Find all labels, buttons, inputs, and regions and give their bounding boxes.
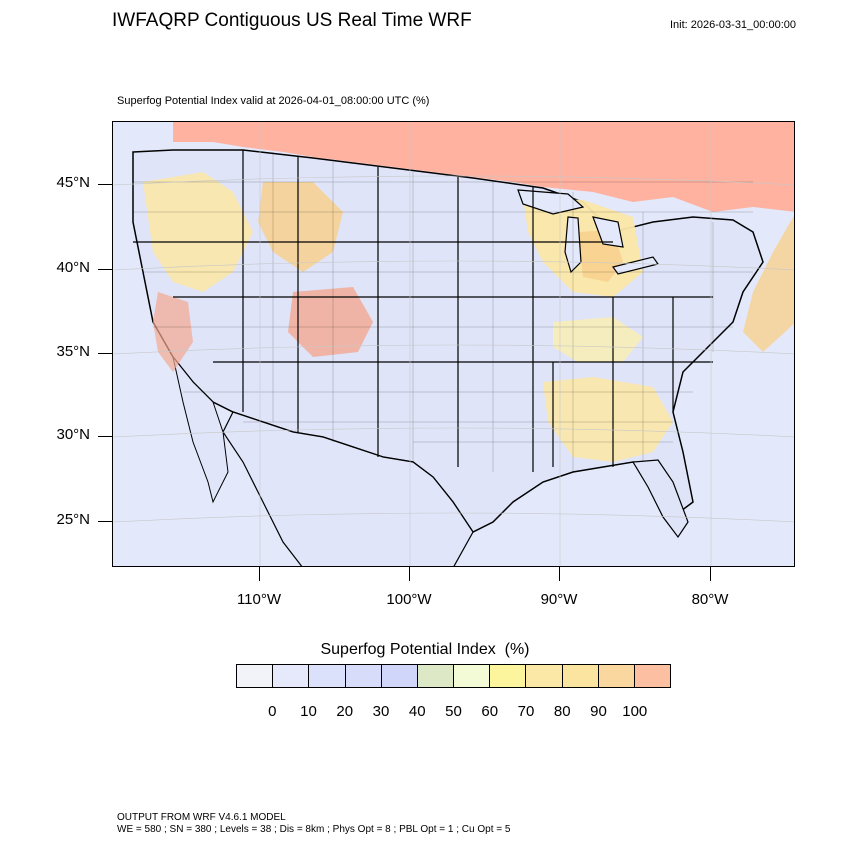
sierra-warm xyxy=(153,292,193,372)
lat-label-45: 45°N xyxy=(56,174,90,191)
legend-swatch xyxy=(598,665,635,687)
lon-label-90w: 90°W xyxy=(540,591,578,608)
rockies-warm-north xyxy=(258,182,343,272)
legend-tick-label: 40 xyxy=(408,703,426,720)
lat-label-30: 30°N xyxy=(56,426,90,443)
legend-swatch xyxy=(345,665,382,687)
lat-label-25: 25°N xyxy=(56,511,90,528)
lat-tick xyxy=(98,436,112,437)
mexico-landmass xyxy=(222,411,474,566)
legend-tick-label: 100 xyxy=(622,703,648,720)
lat-tick xyxy=(98,184,112,185)
legend-swatch xyxy=(634,665,671,687)
legend-swatch xyxy=(454,665,491,687)
lon-label-110w: 110°W xyxy=(236,591,282,608)
ohio-valley-warm xyxy=(553,317,643,362)
legend-swatch xyxy=(490,665,527,687)
legend-swatch xyxy=(273,665,310,687)
init-time-label: Init: 2026-03-31_00:00:00 xyxy=(670,19,796,31)
lon-label-100w: 100°W xyxy=(386,591,432,608)
legend-swatch xyxy=(237,665,274,687)
lat-tick xyxy=(98,353,112,354)
legend-tick-label: 80 xyxy=(553,703,571,720)
southeast-warm xyxy=(543,377,673,462)
lon-label-80w: 80°W xyxy=(691,591,729,608)
legend-colorbar xyxy=(236,664,671,688)
lon-tick xyxy=(559,567,560,581)
legend-tick-label: 30 xyxy=(372,703,390,720)
florida xyxy=(631,459,689,539)
lat-tick xyxy=(98,269,112,270)
legend-tick-label: 10 xyxy=(300,703,317,720)
lat-tick xyxy=(98,521,112,522)
atlantic-warm-band xyxy=(743,215,794,352)
legend-swatch xyxy=(562,665,599,687)
model-output-label: OUTPUT FROM WRF V4.6.1 MODEL xyxy=(117,812,286,823)
legend-tick-label: 60 xyxy=(481,703,499,720)
legend-swatch xyxy=(526,665,563,687)
lat-label-35: 35°N xyxy=(56,343,90,360)
lon-tick xyxy=(259,567,260,581)
legend-tick-label: 90 xyxy=(590,703,607,720)
legend-swatch xyxy=(381,665,418,687)
lon-tick xyxy=(710,567,711,581)
county-boundaries xyxy=(133,152,753,472)
lon-tick xyxy=(409,567,410,581)
legend-swatch xyxy=(417,665,455,687)
lake-huron xyxy=(592,216,624,248)
canada-region xyxy=(173,122,794,212)
legend-title: Superfog Potential Index (%) xyxy=(320,641,530,658)
model-config-label: WE = 580 ; SN = 380 ; Levels = 38 ; Dis … xyxy=(117,824,511,835)
map-canvas xyxy=(113,122,794,566)
legend-tick-label: 50 xyxy=(445,703,462,720)
state-boundaries xyxy=(133,150,713,472)
legend-tick-label: 0 xyxy=(268,703,277,720)
main-title: IWFAQRP Contiguous US Real Time WRF xyxy=(112,10,472,31)
legend-tick-label: 70 xyxy=(517,703,535,720)
valid-time-label: Superfog Potential Index valid at 2026-0… xyxy=(117,95,430,107)
legend-tick-label: 20 xyxy=(336,703,354,720)
map-panel xyxy=(112,121,795,567)
pacific-northwest-warm xyxy=(143,172,253,292)
lat-label-40: 40°N xyxy=(56,259,90,276)
graticule xyxy=(113,122,794,566)
rockies-warm-south xyxy=(288,287,373,357)
legend-swatch xyxy=(309,665,346,687)
lake-superior xyxy=(517,189,585,215)
